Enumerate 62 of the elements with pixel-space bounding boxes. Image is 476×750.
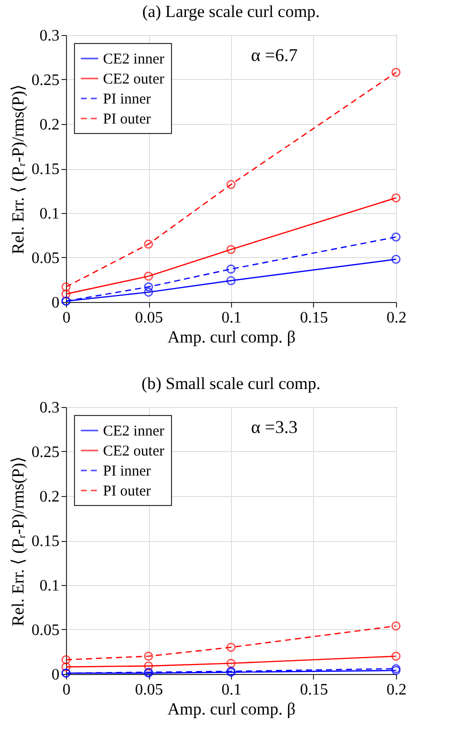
y-tick-label: 0.25 xyxy=(32,72,60,89)
y-tick-label: 0.1 xyxy=(40,206,60,222)
x-tick-label: 0.1 xyxy=(222,682,242,698)
legend-label: PI inner xyxy=(103,464,151,480)
point xyxy=(144,652,154,661)
annotation: α =6.7 xyxy=(251,45,298,65)
y-tick-label: 0.2 xyxy=(40,488,60,506)
y-tick-label: 0.2 xyxy=(40,116,60,134)
point xyxy=(144,282,154,292)
point xyxy=(391,621,401,630)
y-tick-label: 0.05 xyxy=(32,622,60,639)
legend-label: CE2 outer xyxy=(103,444,164,460)
point xyxy=(61,289,71,299)
point xyxy=(226,642,236,652)
legend-label: PI outer xyxy=(103,112,151,128)
x-axis-title: Amp. curl comp. β xyxy=(167,700,296,718)
y-tick-label: 0 xyxy=(52,294,60,312)
point xyxy=(61,662,71,672)
x-tick-label: 0.15 xyxy=(300,682,328,698)
legend-label: CE2 outer xyxy=(103,72,164,88)
chart-title: (a) Large scale curl comp. xyxy=(142,2,320,21)
annotation: α =3.3 xyxy=(251,417,298,437)
y-tick-label: 0.3 xyxy=(40,400,60,416)
legend-label: PI outer xyxy=(103,484,151,500)
y-axis-title: Rel. Err. ⟨ (Pᵣ-P)/rms(P)⟩ xyxy=(8,84,28,254)
point xyxy=(391,193,401,202)
y-tick-label: 0.25 xyxy=(32,444,60,461)
x-tick-label: 0 xyxy=(62,310,70,326)
y-tick-label: 0.05 xyxy=(32,250,60,267)
point xyxy=(144,240,154,249)
y-axis-title: Rel. Err. ⟨ (Pᵣ-P)/rms(P)⟩ xyxy=(8,456,28,626)
point xyxy=(61,655,71,664)
point xyxy=(144,661,154,671)
x-tick-label: 0.2 xyxy=(386,682,406,698)
x-tick-label: 0.15 xyxy=(300,310,328,326)
chart-title: (b) Small scale curl comp. xyxy=(142,374,320,393)
x-tick-label: 0.05 xyxy=(135,682,163,698)
x-tick-label: 0.05 xyxy=(135,310,163,326)
point xyxy=(144,272,154,281)
point xyxy=(61,282,71,292)
legend-label: PI inner xyxy=(103,92,151,108)
point xyxy=(144,288,154,297)
x-tick-label: 0.1 xyxy=(222,310,242,326)
point xyxy=(226,658,236,668)
x-tick-label: 0 xyxy=(62,682,70,698)
x-tick-label: 0.2 xyxy=(386,310,406,326)
y-tick-label: 0 xyxy=(52,666,60,684)
legend-label: CE2 inner xyxy=(103,52,164,68)
y-tick-label: 0.15 xyxy=(32,161,60,178)
point xyxy=(226,276,236,286)
point xyxy=(391,68,401,77)
x-axis-title: Amp. curl comp. β xyxy=(167,328,296,346)
point xyxy=(391,652,401,661)
point xyxy=(226,244,236,254)
point xyxy=(391,232,401,242)
point xyxy=(226,264,236,274)
y-tick-label: 0.1 xyxy=(40,578,60,594)
legend-label: CE2 inner xyxy=(103,424,164,440)
y-tick-label: 0.3 xyxy=(40,28,60,44)
point xyxy=(226,180,236,190)
point xyxy=(391,254,401,264)
y-tick-label: 0.15 xyxy=(32,533,60,550)
